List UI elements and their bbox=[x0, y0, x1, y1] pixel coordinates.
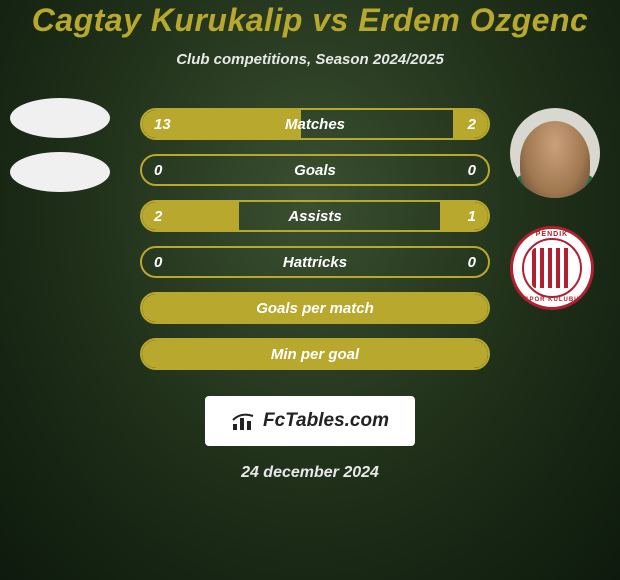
stat-value-left: 0 bbox=[154, 162, 162, 179]
brand-logo[interactable]: FcTables.com bbox=[205, 396, 415, 446]
stat-value-left: 2 bbox=[154, 208, 162, 225]
stat-label: Goals bbox=[142, 162, 488, 179]
stats-area: PENDIK SPOR KULUBU Matches132Goals00Assi… bbox=[0, 108, 620, 388]
stat-bar-goals-per-match: Goals per match bbox=[140, 292, 490, 324]
right-player-column: PENDIK SPOR KULUBU bbox=[510, 108, 600, 310]
date-label: 24 december 2024 bbox=[0, 464, 620, 482]
stat-bar-goals: Goals0 0 bbox=[140, 154, 490, 186]
stat-label: Matches bbox=[142, 116, 488, 133]
stat-bar-min-per-goal: Min per goal bbox=[140, 338, 490, 370]
badge-text-bottom: SPOR KULUBU bbox=[524, 297, 579, 303]
stat-bar-assists: Assists2 1 bbox=[140, 200, 490, 232]
player-left-club-placeholder bbox=[10, 152, 110, 192]
stat-value-right: 0 bbox=[468, 254, 476, 271]
player-right-club-badge: PENDIK SPOR KULUBU bbox=[510, 226, 594, 310]
stat-label: Assists bbox=[142, 208, 488, 225]
stat-label: Hattricks bbox=[142, 254, 488, 271]
page-title: Cagtay Kurukalip vs Erdem Ozgenc bbox=[0, 2, 620, 39]
stat-value-right: 1 bbox=[468, 208, 476, 225]
player-left-avatar-placeholder bbox=[10, 98, 110, 138]
player-right-avatar bbox=[510, 108, 600, 198]
stat-bar-hattricks: Hattricks0 0 bbox=[140, 246, 490, 278]
stat-value-left: 13 bbox=[154, 116, 171, 133]
stat-value-right: 0 bbox=[468, 162, 476, 179]
stat-bars: Matches132Goals00Assists21Hattricks00Goa… bbox=[140, 108, 490, 384]
chart-icon bbox=[231, 410, 257, 432]
brand-name: FcTables.com bbox=[263, 410, 389, 432]
left-player-column bbox=[10, 98, 110, 206]
stat-label: Goals per match bbox=[142, 300, 488, 317]
stat-value-right: 2 bbox=[468, 116, 476, 133]
stat-bar-matches: Matches13 2 bbox=[140, 108, 490, 140]
stat-value-left: 0 bbox=[154, 254, 162, 271]
subtitle: Club competitions, Season 2024/2025 bbox=[0, 51, 620, 68]
badge-text-top: PENDIK bbox=[536, 231, 568, 238]
stat-label: Min per goal bbox=[142, 346, 488, 363]
